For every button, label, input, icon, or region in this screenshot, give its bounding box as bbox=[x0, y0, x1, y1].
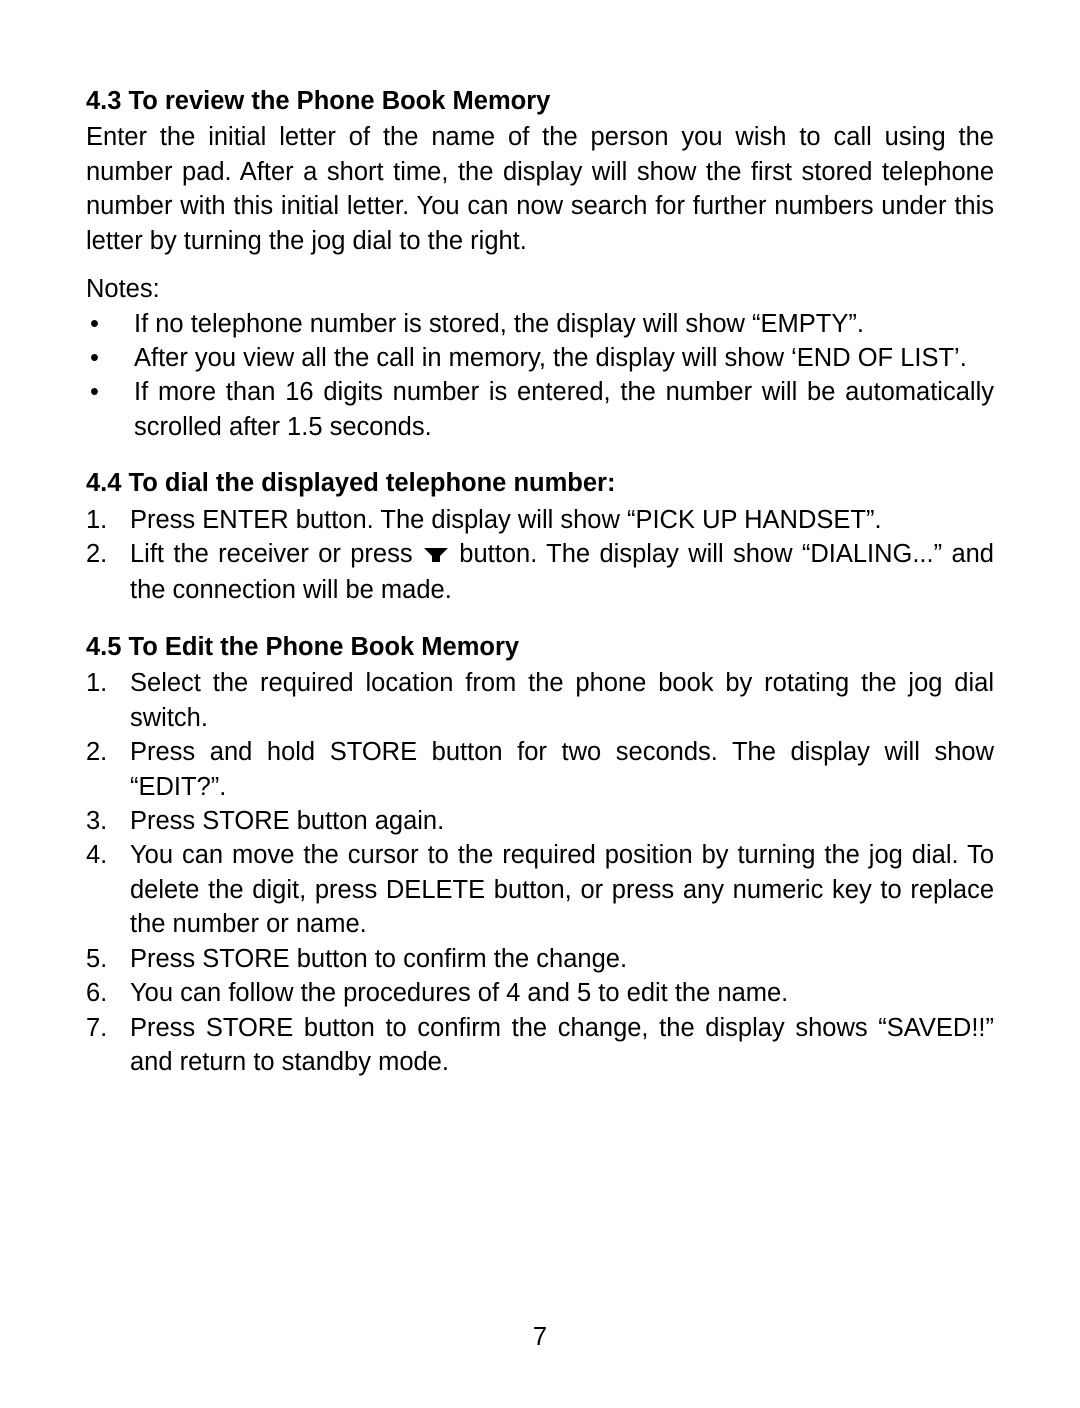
number-marker: 5. bbox=[86, 942, 130, 976]
number-marker: 1. bbox=[86, 666, 130, 700]
heading-4-4: 4.4 To dial the displayed telephone numb… bbox=[86, 466, 994, 500]
list-item-text: You can move the cursor to the required … bbox=[130, 838, 994, 941]
notes-label: Notes: bbox=[86, 272, 994, 306]
bullet-marker: • bbox=[86, 341, 134, 375]
list-item-text: If more than 16 digits number is entered… bbox=[134, 375, 994, 444]
number-marker: 2. bbox=[86, 735, 130, 769]
list-item: 1. Press ENTER button. The display will … bbox=[86, 503, 994, 537]
list-item-text: After you view all the call in memory, t… bbox=[134, 341, 994, 375]
list-item-text: Press STORE button again. bbox=[130, 804, 994, 838]
bullet-marker: • bbox=[86, 307, 134, 341]
list-item: 2. Lift the receiver or press button. Th… bbox=[86, 537, 994, 608]
list-item-text: Press STORE button to confirm the change… bbox=[130, 1011, 994, 1080]
steps-4-4: 1. Press ENTER button. The display will … bbox=[86, 503, 994, 608]
number-marker: 4. bbox=[86, 838, 130, 872]
list-item: 7. Press STORE button to confirm the cha… bbox=[86, 1011, 994, 1080]
page-number: 7 bbox=[0, 1320, 1080, 1354]
list-item-text: Press ENTER button. The display will sho… bbox=[130, 503, 994, 537]
heading-4-3: 4.3 To review the Phone Book Memory bbox=[86, 84, 994, 118]
list-item-text: Press and hold STORE button for two seco… bbox=[130, 735, 994, 804]
number-marker: 2. bbox=[86, 537, 130, 571]
list-item: 4. You can move the cursor to the requir… bbox=[86, 838, 994, 941]
list-item: • If no telephone number is stored, the … bbox=[86, 307, 994, 341]
list-item-text: If no telephone number is stored, the di… bbox=[134, 307, 994, 341]
list-item: • After you view all the call in memory,… bbox=[86, 341, 994, 375]
list-item: 1. Select the required location from the… bbox=[86, 666, 994, 735]
steps-4-5: 1. Select the required location from the… bbox=[86, 666, 994, 1079]
list-item-text: You can follow the procedures of 4 and 5… bbox=[130, 976, 994, 1010]
list-item-text: Press STORE button to confirm the change… bbox=[130, 942, 994, 976]
number-marker: 7. bbox=[86, 1011, 130, 1045]
list-item-text: Lift the receiver or press button. The d… bbox=[130, 537, 994, 608]
speaker-icon bbox=[422, 539, 450, 573]
list-item: 6. You can follow the procedures of 4 an… bbox=[86, 976, 994, 1010]
bullet-marker: • bbox=[86, 375, 134, 409]
number-marker: 6. bbox=[86, 976, 130, 1010]
number-marker: 3. bbox=[86, 804, 130, 838]
manual-page: 4.3 To review the Phone Book Memory Ente… bbox=[0, 0, 1080, 1408]
paragraph-4-3: Enter the initial letter of the name of … bbox=[86, 120, 994, 258]
list-item: • If more than 16 digits number is enter… bbox=[86, 375, 994, 444]
notes-list: • If no telephone number is stored, the … bbox=[86, 307, 994, 445]
step-text-pre: Lift the receiver or press bbox=[130, 540, 422, 568]
list-item: 2. Press and hold STORE button for two s… bbox=[86, 735, 994, 804]
number-marker: 1. bbox=[86, 503, 130, 537]
heading-4-5: 4.5 To Edit the Phone Book Memory bbox=[86, 630, 994, 664]
list-item: 5. Press STORE button to confirm the cha… bbox=[86, 942, 994, 976]
list-item: 3. Press STORE button again. bbox=[86, 804, 994, 838]
list-item-text: Select the required location from the ph… bbox=[130, 666, 994, 735]
